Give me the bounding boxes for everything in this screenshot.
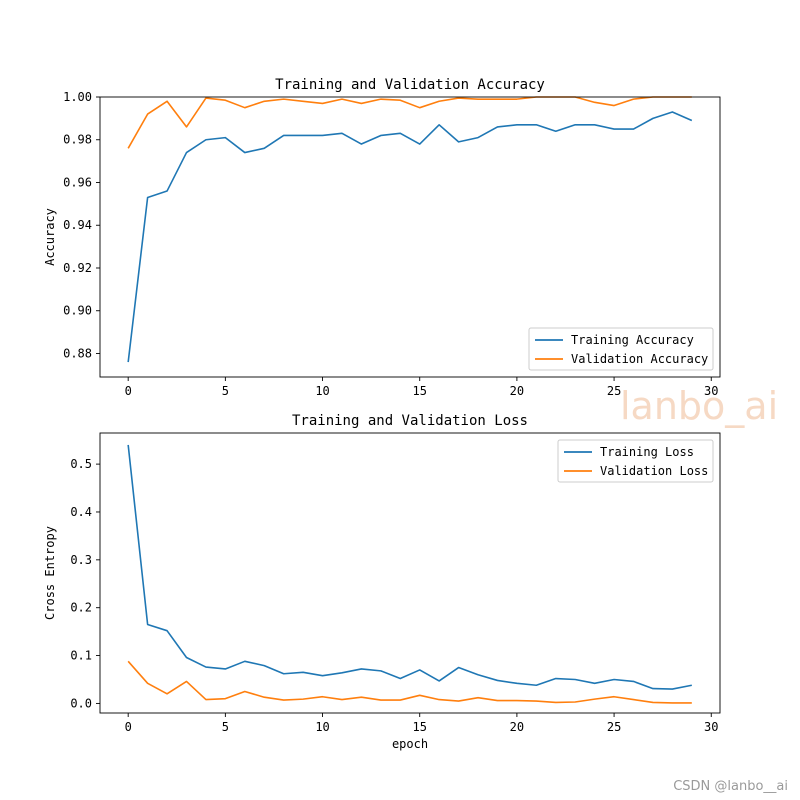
x-tick-label: 5 <box>222 720 229 734</box>
axes-frame <box>99 432 721 714</box>
legend-box <box>528 327 714 371</box>
chart-panel-1: 0 5 10 15 20 25 30 0.88 0.90 0.92 0.94 0.96 0.98 1.00… <box>43 77 721 398</box>
x-tick-label: 0 <box>125 720 132 734</box>
y-tick-label: 0.1 <box>70 649 92 663</box>
y-tick-label: 0.92 <box>63 261 92 275</box>
csdn-credit: CSDN @lanbo__ai <box>673 779 788 794</box>
x-tick-label: 15 <box>412 384 426 398</box>
legend: Training Accuracy Validation Accuracy <box>528 327 714 371</box>
y-tick-label: 0.94 <box>63 218 92 232</box>
x-tick-label: 0 <box>125 384 132 398</box>
legend-entry: Validation Loss <box>600 464 708 478</box>
x-tick-label: 5 <box>222 384 229 398</box>
y-tick-label: 0.4 <box>70 505 92 519</box>
chart-title: Training and Validation Loss <box>292 413 528 429</box>
series-line-validation-loss <box>127 660 692 704</box>
legend: Training Loss Validation Loss <box>557 439 714 483</box>
x-tick-label: 20 <box>510 384 524 398</box>
series-line-training-loss <box>127 444 692 690</box>
x-tick-label: 30 <box>704 720 718 734</box>
x-tick-label: 10 <box>315 720 329 734</box>
y-tick-label: 0.96 <box>63 175 92 189</box>
legend-box <box>557 439 714 483</box>
x-tick-label: 15 <box>412 720 426 734</box>
chart-panel-2: 0 5 10 15 20 25 30 0.0 0.1 0.2 0.3 0.4 0.5 Training a… <box>43 413 721 751</box>
y-tick-label: 0.88 <box>63 346 92 360</box>
y-axis-label: Accuracy <box>43 208 57 266</box>
axes-frame <box>99 96 721 378</box>
series-line-training-accuracy <box>127 111 693 363</box>
y-axis-label: Cross Entropy <box>43 526 57 620</box>
x-tick-label: 25 <box>607 384 621 398</box>
series-line-validation-accuracy <box>127 96 692 149</box>
y-tick-label: 0.90 <box>63 304 92 318</box>
legend-entry: Validation Accuracy <box>571 352 708 366</box>
chart-title: Training and Validation Accuracy <box>275 77 545 93</box>
y-tick-label: 1.00 <box>63 90 92 104</box>
y-tick-label: 0.3 <box>70 553 92 567</box>
legend-entry: Training Accuracy <box>571 333 694 347</box>
y-tick-label: 0.98 <box>63 133 92 147</box>
y-tick-label: 0.5 <box>70 457 92 471</box>
x-axis-label: epoch <box>392 737 428 751</box>
y-tick-label: 0.0 <box>70 696 92 710</box>
watermark: lanbo_ai <box>620 384 779 428</box>
x-tick-label: 30 <box>704 384 718 398</box>
x-tick-label: 25 <box>607 720 621 734</box>
y-tick-label: 0.2 <box>70 601 92 615</box>
x-tick-label: 10 <box>315 384 329 398</box>
legend-entry: Training Loss <box>600 445 694 459</box>
x-tick-label: 20 <box>510 720 524 734</box>
